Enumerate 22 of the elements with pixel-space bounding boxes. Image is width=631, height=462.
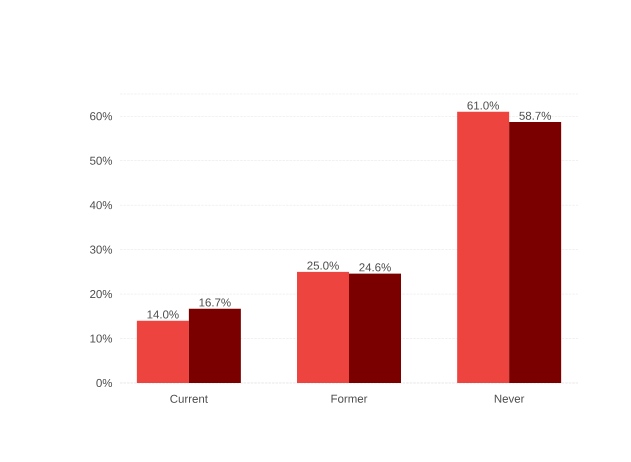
bar — [297, 272, 350, 383]
y-tick-label: 10% — [90, 334, 112, 343]
data-label: 61.0% — [467, 101, 499, 110]
bar — [188, 308, 241, 383]
x-tick-label: Former — [331, 394, 368, 403]
x-tick-label: Never — [494, 394, 524, 403]
bar — [349, 274, 402, 383]
data-label: 16.7% — [200, 298, 231, 307]
data-label: 24.6% — [359, 263, 391, 272]
y-tick-label: 60% — [90, 112, 112, 120]
data-label: 14.0% — [148, 310, 179, 319]
bar — [457, 112, 510, 383]
bar — [136, 320, 189, 383]
y-tick-label: 20% — [90, 290, 112, 298]
x-tick-label: Current — [170, 394, 208, 403]
y-tick-label: 30% — [90, 246, 112, 254]
data-label: 25.0% — [307, 262, 339, 270]
y-tick-label: 50% — [90, 156, 112, 165]
y-tick-label: 40% — [90, 201, 112, 210]
y-tick-label: 0% — [96, 378, 112, 388]
data-label: 58.7% — [519, 112, 551, 120]
bar — [509, 122, 562, 383]
